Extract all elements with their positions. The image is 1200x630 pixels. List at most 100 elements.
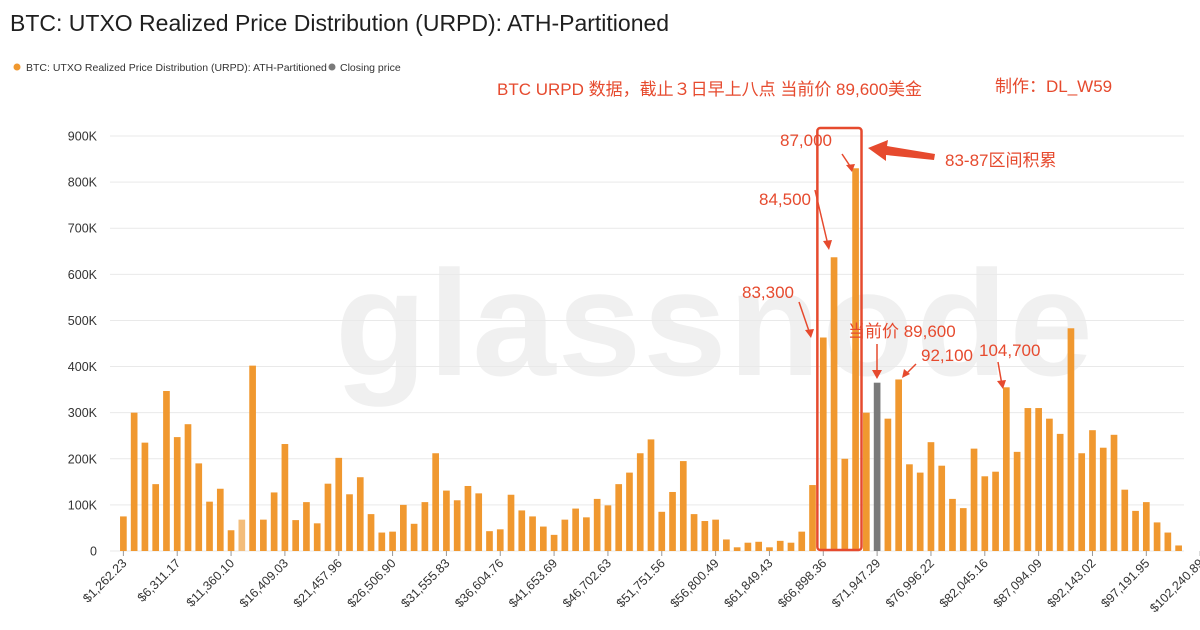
urpd-bar[interactable] <box>216 488 224 551</box>
urpd-bar[interactable] <box>227 530 235 551</box>
urpd-bar[interactable] <box>464 485 472 551</box>
urpd-bar[interactable] <box>1121 489 1129 551</box>
urpd-bar[interactable] <box>356 477 364 551</box>
urpd-bar[interactable] <box>486 531 493 551</box>
urpd-bar[interactable] <box>712 519 719 551</box>
urpd-bar[interactable] <box>496 529 504 551</box>
urpd-bar[interactable] <box>475 493 483 551</box>
urpd-bar[interactable] <box>744 542 752 551</box>
urpd-bar[interactable] <box>1099 447 1107 551</box>
urpd-bar[interactable] <box>163 390 170 551</box>
urpd-bar[interactable] <box>507 494 515 551</box>
urpd-bar[interactable] <box>992 471 999 551</box>
urpd-bar[interactable] <box>1024 408 1032 551</box>
urpd-bar[interactable] <box>1002 387 1010 551</box>
urpd-bar[interactable] <box>184 424 192 551</box>
urpd-bar[interactable] <box>615 484 623 551</box>
urpd-bar[interactable] <box>636 453 644 551</box>
urpd-bar[interactable] <box>733 547 741 551</box>
urpd-bar[interactable] <box>938 465 946 551</box>
urpd-bar[interactable] <box>378 532 386 551</box>
urpd-bar[interactable] <box>1046 418 1053 551</box>
urpd-bar[interactable] <box>443 490 450 551</box>
urpd-bar[interactable] <box>1132 510 1139 551</box>
urpd-bar[interactable] <box>572 508 579 551</box>
urpd-bar[interactable] <box>270 492 278 551</box>
urpd-bar[interactable] <box>593 498 601 551</box>
urpd-bar[interactable] <box>335 457 343 551</box>
urpd-bar[interactable] <box>410 523 418 551</box>
urpd-bar[interactable] <box>884 418 892 551</box>
urpd-bar[interactable] <box>367 514 375 551</box>
urpd-bar[interactable] <box>776 540 784 551</box>
urpd-bar[interactable] <box>583 517 590 551</box>
urpd-bar[interactable] <box>970 448 978 551</box>
urpd-bar[interactable] <box>313 523 321 551</box>
urpd-bar[interactable] <box>141 442 149 551</box>
urpd-bar[interactable] <box>981 476 989 551</box>
urpd-bar[interactable] <box>195 463 203 551</box>
urpd-bar[interactable] <box>238 519 246 551</box>
urpd-bar[interactable] <box>389 531 396 551</box>
legend[interactable]: BTC: UTXO Realized Price Distribution (U… <box>13 62 401 74</box>
urpd-bar[interactable] <box>1089 430 1096 551</box>
urpd-bar[interactable] <box>798 531 806 551</box>
urpd-bar[interactable] <box>852 168 859 551</box>
urpd-bar[interactable] <box>949 498 956 551</box>
urpd-bar[interactable] <box>787 542 795 551</box>
urpd-bar[interactable] <box>1013 451 1021 551</box>
urpd-bar[interactable] <box>669 491 676 551</box>
urpd-bar[interactable] <box>1067 328 1075 551</box>
urpd-bar[interactable] <box>303 502 310 551</box>
urpd-bar[interactable] <box>658 511 666 551</box>
urpd-bar[interactable] <box>561 519 569 551</box>
urpd-bar[interactable] <box>626 472 633 551</box>
urpd-bar[interactable] <box>604 505 612 551</box>
urpd-bar[interactable] <box>1153 522 1161 551</box>
urpd-bar[interactable] <box>819 337 827 551</box>
urpd-bar[interactable] <box>895 379 902 551</box>
closing-price-bar[interactable] <box>873 382 881 551</box>
urpd-bar[interactable] <box>249 365 256 551</box>
urpd-bar[interactable] <box>173 437 181 551</box>
urpd-bar[interactable] <box>841 458 849 551</box>
urpd-bar[interactable] <box>260 519 267 551</box>
urpd-bar[interactable] <box>679 461 687 551</box>
urpd-bar[interactable] <box>830 257 838 551</box>
urpd-bar[interactable] <box>529 516 536 551</box>
urpd-bar[interactable] <box>400 504 407 551</box>
urpd-bar[interactable] <box>1175 545 1182 551</box>
urpd-bar[interactable] <box>809 485 816 551</box>
urpd-bar[interactable] <box>916 472 924 551</box>
urpd-bar[interactable] <box>959 508 967 551</box>
urpd-bar[interactable] <box>863 412 870 551</box>
urpd-bar[interactable] <box>927 442 935 551</box>
urpd-bar[interactable] <box>723 539 730 551</box>
urpd-bar[interactable] <box>647 439 655 551</box>
urpd-bar[interactable] <box>1035 408 1042 551</box>
urpd-bar[interactable] <box>152 484 160 551</box>
urpd-bar[interactable] <box>324 483 332 551</box>
urpd-bar[interactable] <box>432 453 439 551</box>
urpd-bar[interactable] <box>120 516 127 551</box>
urpd-bar[interactable] <box>690 514 698 551</box>
urpd-bar[interactable] <box>292 520 300 551</box>
urpd-bar[interactable] <box>550 534 558 551</box>
urpd-bar[interactable] <box>701 521 709 551</box>
urpd-bar[interactable] <box>206 501 213 551</box>
urpd-bar[interactable] <box>1164 532 1172 551</box>
urpd-bar[interactable] <box>281 444 289 551</box>
urpd-bar[interactable] <box>1110 434 1118 551</box>
urpd-bar[interactable] <box>539 526 547 551</box>
urpd-bar[interactable] <box>130 412 138 551</box>
urpd-bar[interactable] <box>1056 433 1064 551</box>
urpd-bar[interactable] <box>1142 502 1150 551</box>
urpd-bar[interactable] <box>766 547 773 551</box>
urpd-bar[interactable] <box>1078 453 1086 551</box>
urpd-bar[interactable] <box>518 510 526 551</box>
urpd-bar[interactable] <box>906 464 913 551</box>
urpd-bar[interactable] <box>453 500 461 551</box>
urpd-bar[interactable] <box>755 541 763 551</box>
urpd-bar[interactable] <box>346 494 353 551</box>
urpd-bar[interactable] <box>421 502 429 551</box>
